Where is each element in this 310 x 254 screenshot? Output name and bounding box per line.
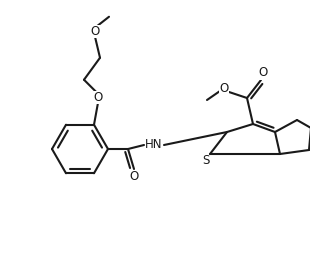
Text: O: O xyxy=(258,67,268,80)
Text: HN: HN xyxy=(145,138,163,151)
Text: O: O xyxy=(91,25,100,38)
Text: O: O xyxy=(93,91,103,104)
Text: S: S xyxy=(202,154,210,167)
Text: O: O xyxy=(129,169,139,183)
Text: O: O xyxy=(219,82,229,94)
